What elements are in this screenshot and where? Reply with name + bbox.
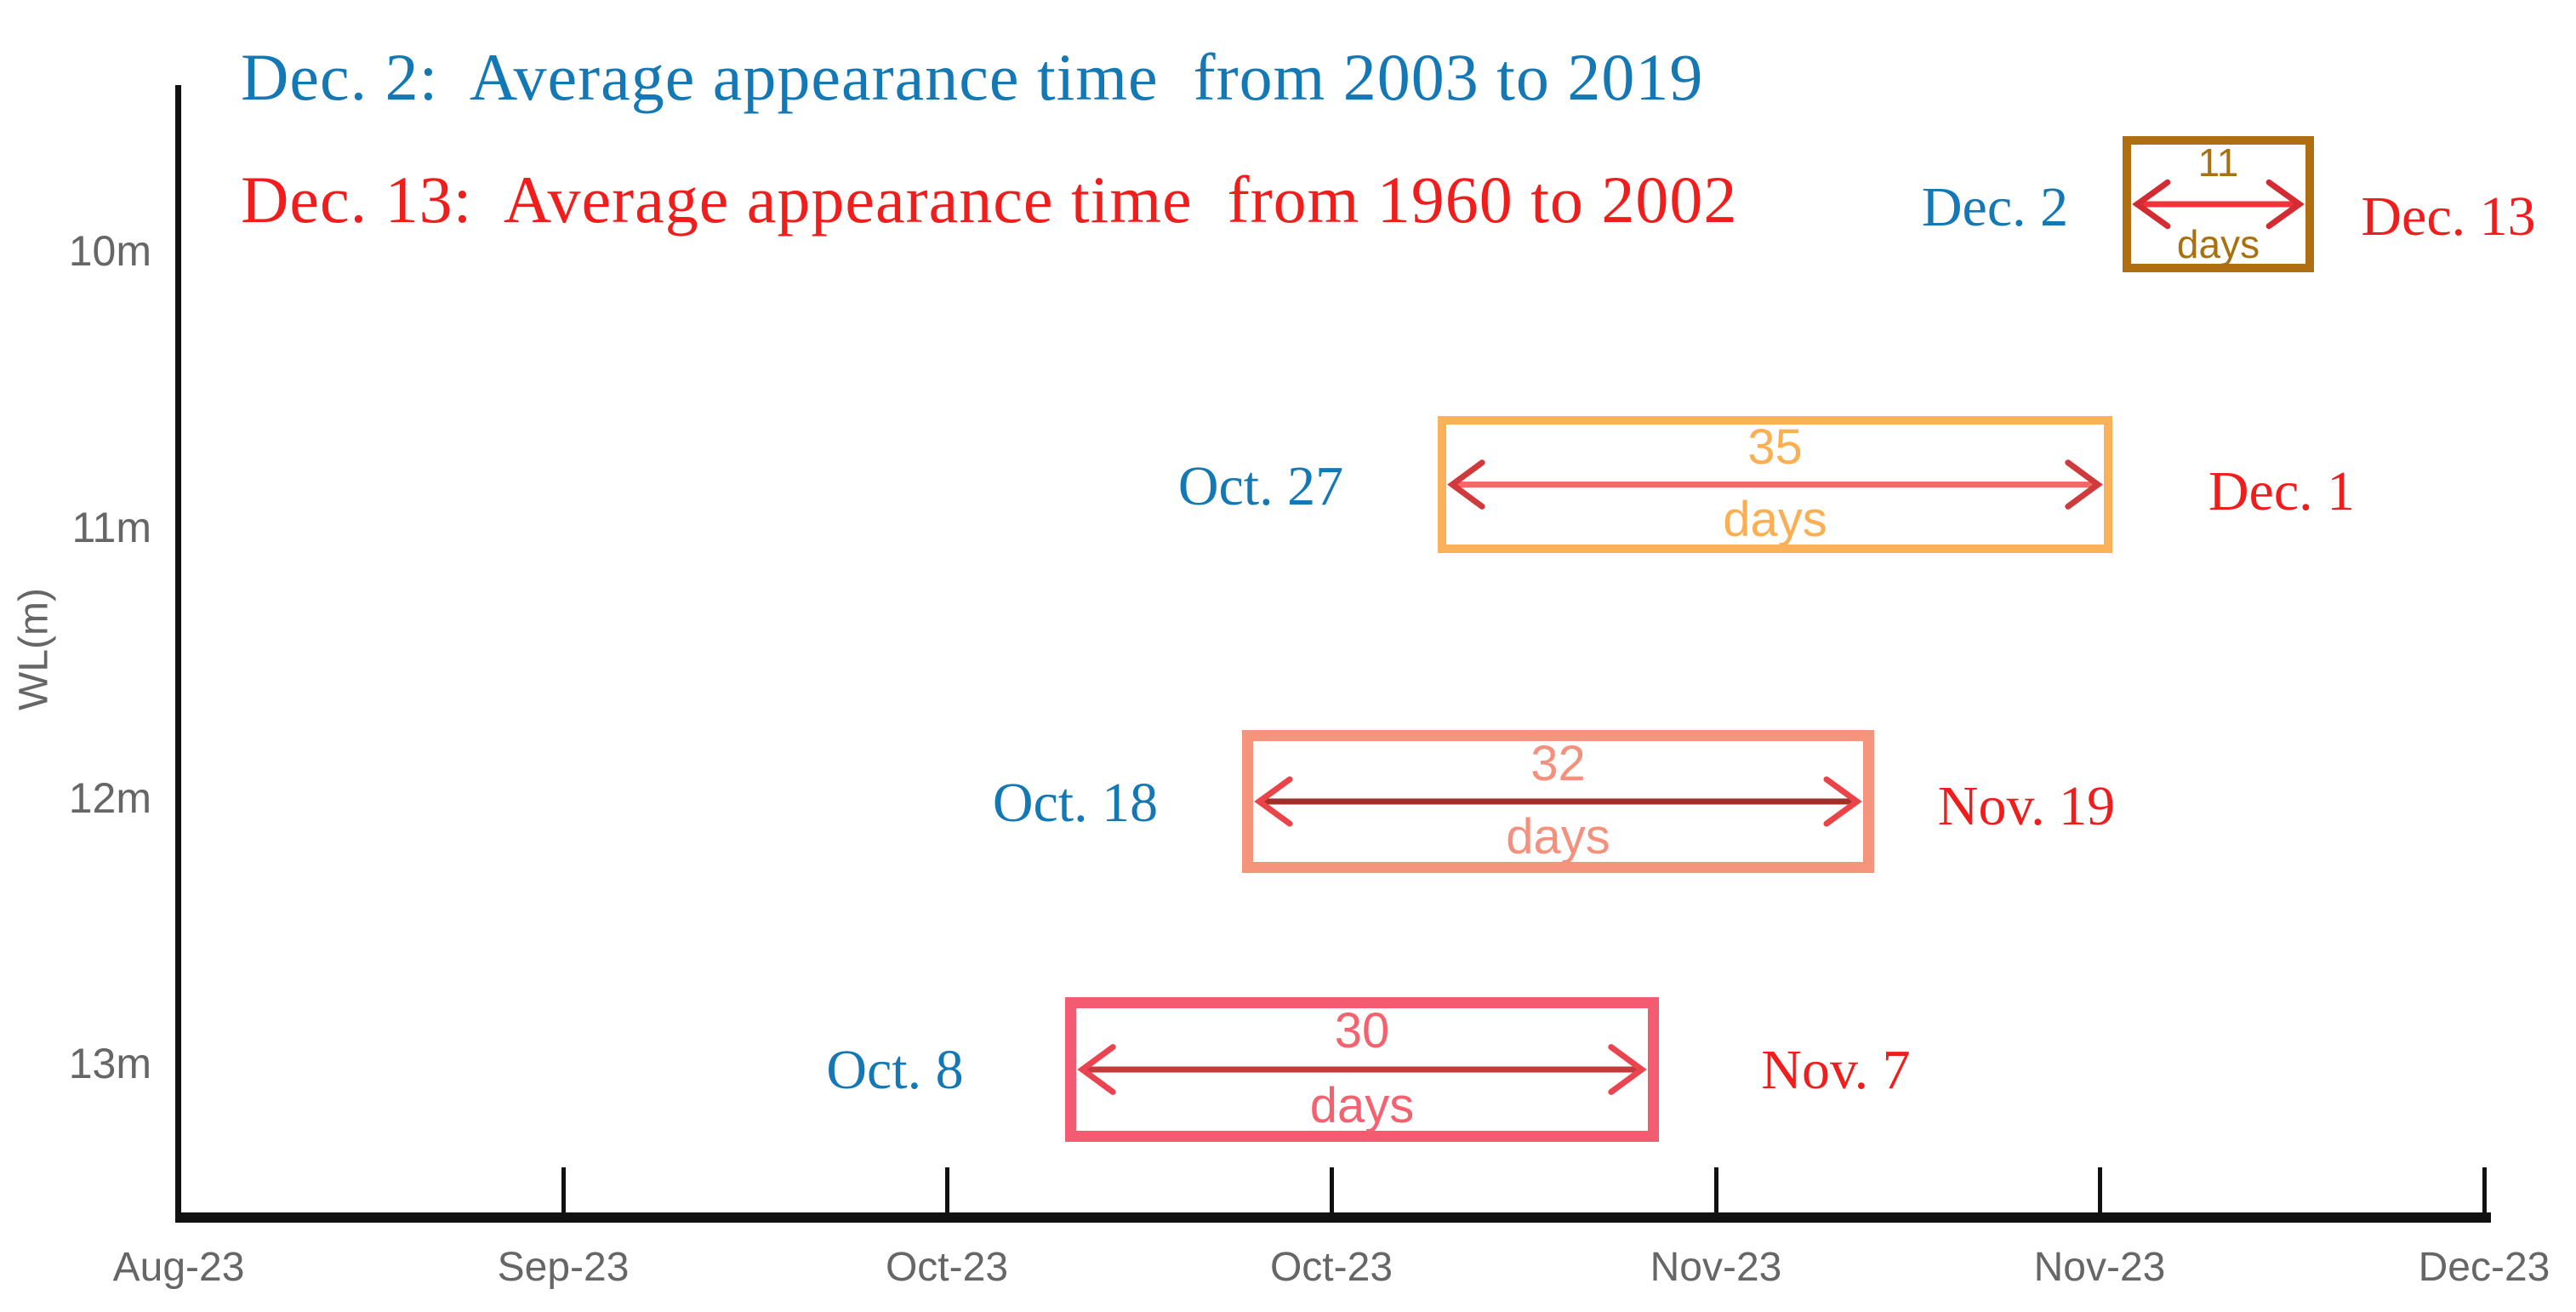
y-tick-label-11m: 11m (71, 504, 151, 551)
x-tick-label-nov23a: Nov-23 (1650, 1245, 1782, 1290)
duration-unit: days (1723, 492, 1827, 547)
double-arrow-icon (1253, 741, 1863, 862)
x-tick-label-nov23b: Nov-23 (2033, 1245, 2166, 1290)
x-axis-line (175, 1212, 2491, 1223)
y-tick-label-10m: 10m (68, 227, 151, 275)
x-tick-label-dec23: Dec-23 (2418, 1245, 2550, 1290)
start-date-label-11m: Oct. 27 (1177, 455, 1344, 517)
legend-line-2003-2019: Dec. 2: Average appearance time from 200… (241, 40, 1704, 114)
start-date-label-10m: Dec. 2 (1921, 176, 2069, 238)
duration-unit: days (2176, 222, 2260, 266)
x-tick-mark (2482, 1167, 2487, 1212)
double-arrow-icon (1446, 425, 2104, 545)
y-tick-label-13m: 13m (68, 1040, 151, 1087)
end-date-label-10m: Dec. 13 (2361, 185, 2536, 248)
start-date-label-13m: Oct. 8 (826, 1039, 964, 1101)
duration-value: 11 (2197, 140, 2239, 185)
duration-box-12m: 32 days (1242, 730, 1874, 873)
x-tick-mark (1714, 1167, 1718, 1212)
end-date-label-11m: Dec. 1 (2208, 460, 2356, 522)
duration-value: 35 (1747, 419, 1803, 475)
x-tick-label-oct23a: Oct-23 (885, 1245, 1009, 1290)
y-axis-title: WL(m) (11, 588, 57, 710)
x-tick-label-aug23: Aug-23 (112, 1245, 245, 1290)
x-tick-mark (561, 1167, 566, 1212)
y-axis-line (175, 85, 181, 1223)
end-date-label-12m: Nov. 19 (1937, 775, 2116, 837)
x-tick-label-oct23b: Oct-23 (1269, 1245, 1393, 1290)
x-tick-mark (945, 1167, 949, 1212)
start-date-label-12m: Oct. 18 (992, 772, 1159, 834)
duration-value: 30 (1334, 1003, 1390, 1058)
duration-unit: days (1506, 809, 1610, 864)
double-arrow-icon (2131, 145, 2305, 264)
duration-box-13m: 30 days (1065, 997, 1659, 1142)
duration-unit: days (1309, 1078, 1415, 1133)
x-tick-mark (1330, 1167, 1334, 1212)
duration-box-10m: 11 days (2123, 136, 2314, 272)
end-date-label-13m: Nov. 7 (1761, 1039, 1911, 1101)
y-tick-label-12m: 12m (68, 774, 151, 822)
duration-value: 32 (1530, 736, 1586, 791)
x-tick-label-sep23: Sep-23 (497, 1245, 630, 1290)
duration-box-11m: 35 days (1438, 416, 2112, 553)
double-arrow-icon (1076, 1008, 1648, 1131)
x-tick-mark (2098, 1167, 2102, 1212)
legend-line-1960-2002: Dec. 13: Average appearance time from 19… (241, 163, 1738, 237)
